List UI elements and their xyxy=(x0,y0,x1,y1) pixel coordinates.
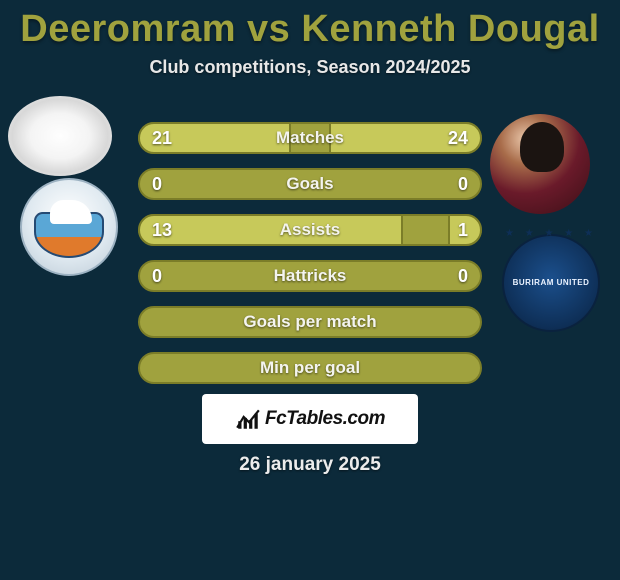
stat-value-left: 0 xyxy=(152,266,162,287)
stat-row-goals: Goals 0 0 xyxy=(138,168,482,200)
stat-row-matches: Matches 21 24 xyxy=(138,122,482,154)
player-left-avatar xyxy=(8,96,112,176)
stat-row-min-per-goal: Min per goal xyxy=(138,352,482,384)
stat-label: Assists xyxy=(280,220,340,240)
club-badge-left-shield xyxy=(34,212,104,258)
brand-label: FcTables.com xyxy=(265,408,385,430)
stat-value-right: 0 xyxy=(458,174,468,195)
page-subtitle: Club competitions, Season 2024/2025 xyxy=(0,57,620,78)
stat-value-left: 13 xyxy=(152,220,172,241)
stat-row-assists: Assists 13 1 xyxy=(138,214,482,246)
stat-fill-left xyxy=(138,214,403,246)
chart-icon xyxy=(235,406,261,432)
stat-label: Min per goal xyxy=(260,358,360,378)
stat-label: Goals per match xyxy=(243,312,376,332)
stars-icon: ★ ★ ★ ★ ★ xyxy=(504,228,598,239)
date-label: 26 january 2025 xyxy=(0,454,620,476)
stat-value-right: 0 xyxy=(458,266,468,287)
brand-box: FcTables.com xyxy=(202,394,418,444)
stat-value-right: 24 xyxy=(448,128,468,149)
club-badge-right-label: BURIRAM UNITED xyxy=(513,279,590,288)
stat-value-left: 0 xyxy=(152,174,162,195)
stat-label: Matches xyxy=(276,128,344,148)
player-right-avatar xyxy=(490,114,590,214)
club-badge-right: ★ ★ ★ ★ ★ BURIRAM UNITED xyxy=(502,234,600,332)
horse-icon xyxy=(50,200,92,224)
stat-row-hattricks: Hattricks 0 0 xyxy=(138,260,482,292)
stat-value-right: 1 xyxy=(458,220,468,241)
stat-row-goals-per-match: Goals per match xyxy=(138,306,482,338)
stat-label: Goals xyxy=(286,174,333,194)
page-title: Deeromram vs Kenneth Dougal xyxy=(0,0,620,51)
club-badge-left xyxy=(20,178,118,276)
stats-panel: Matches2124Goals00Assists131Hattricks00G… xyxy=(138,122,482,398)
stat-value-left: 21 xyxy=(152,128,172,149)
stat-label: Hattricks xyxy=(274,266,347,286)
